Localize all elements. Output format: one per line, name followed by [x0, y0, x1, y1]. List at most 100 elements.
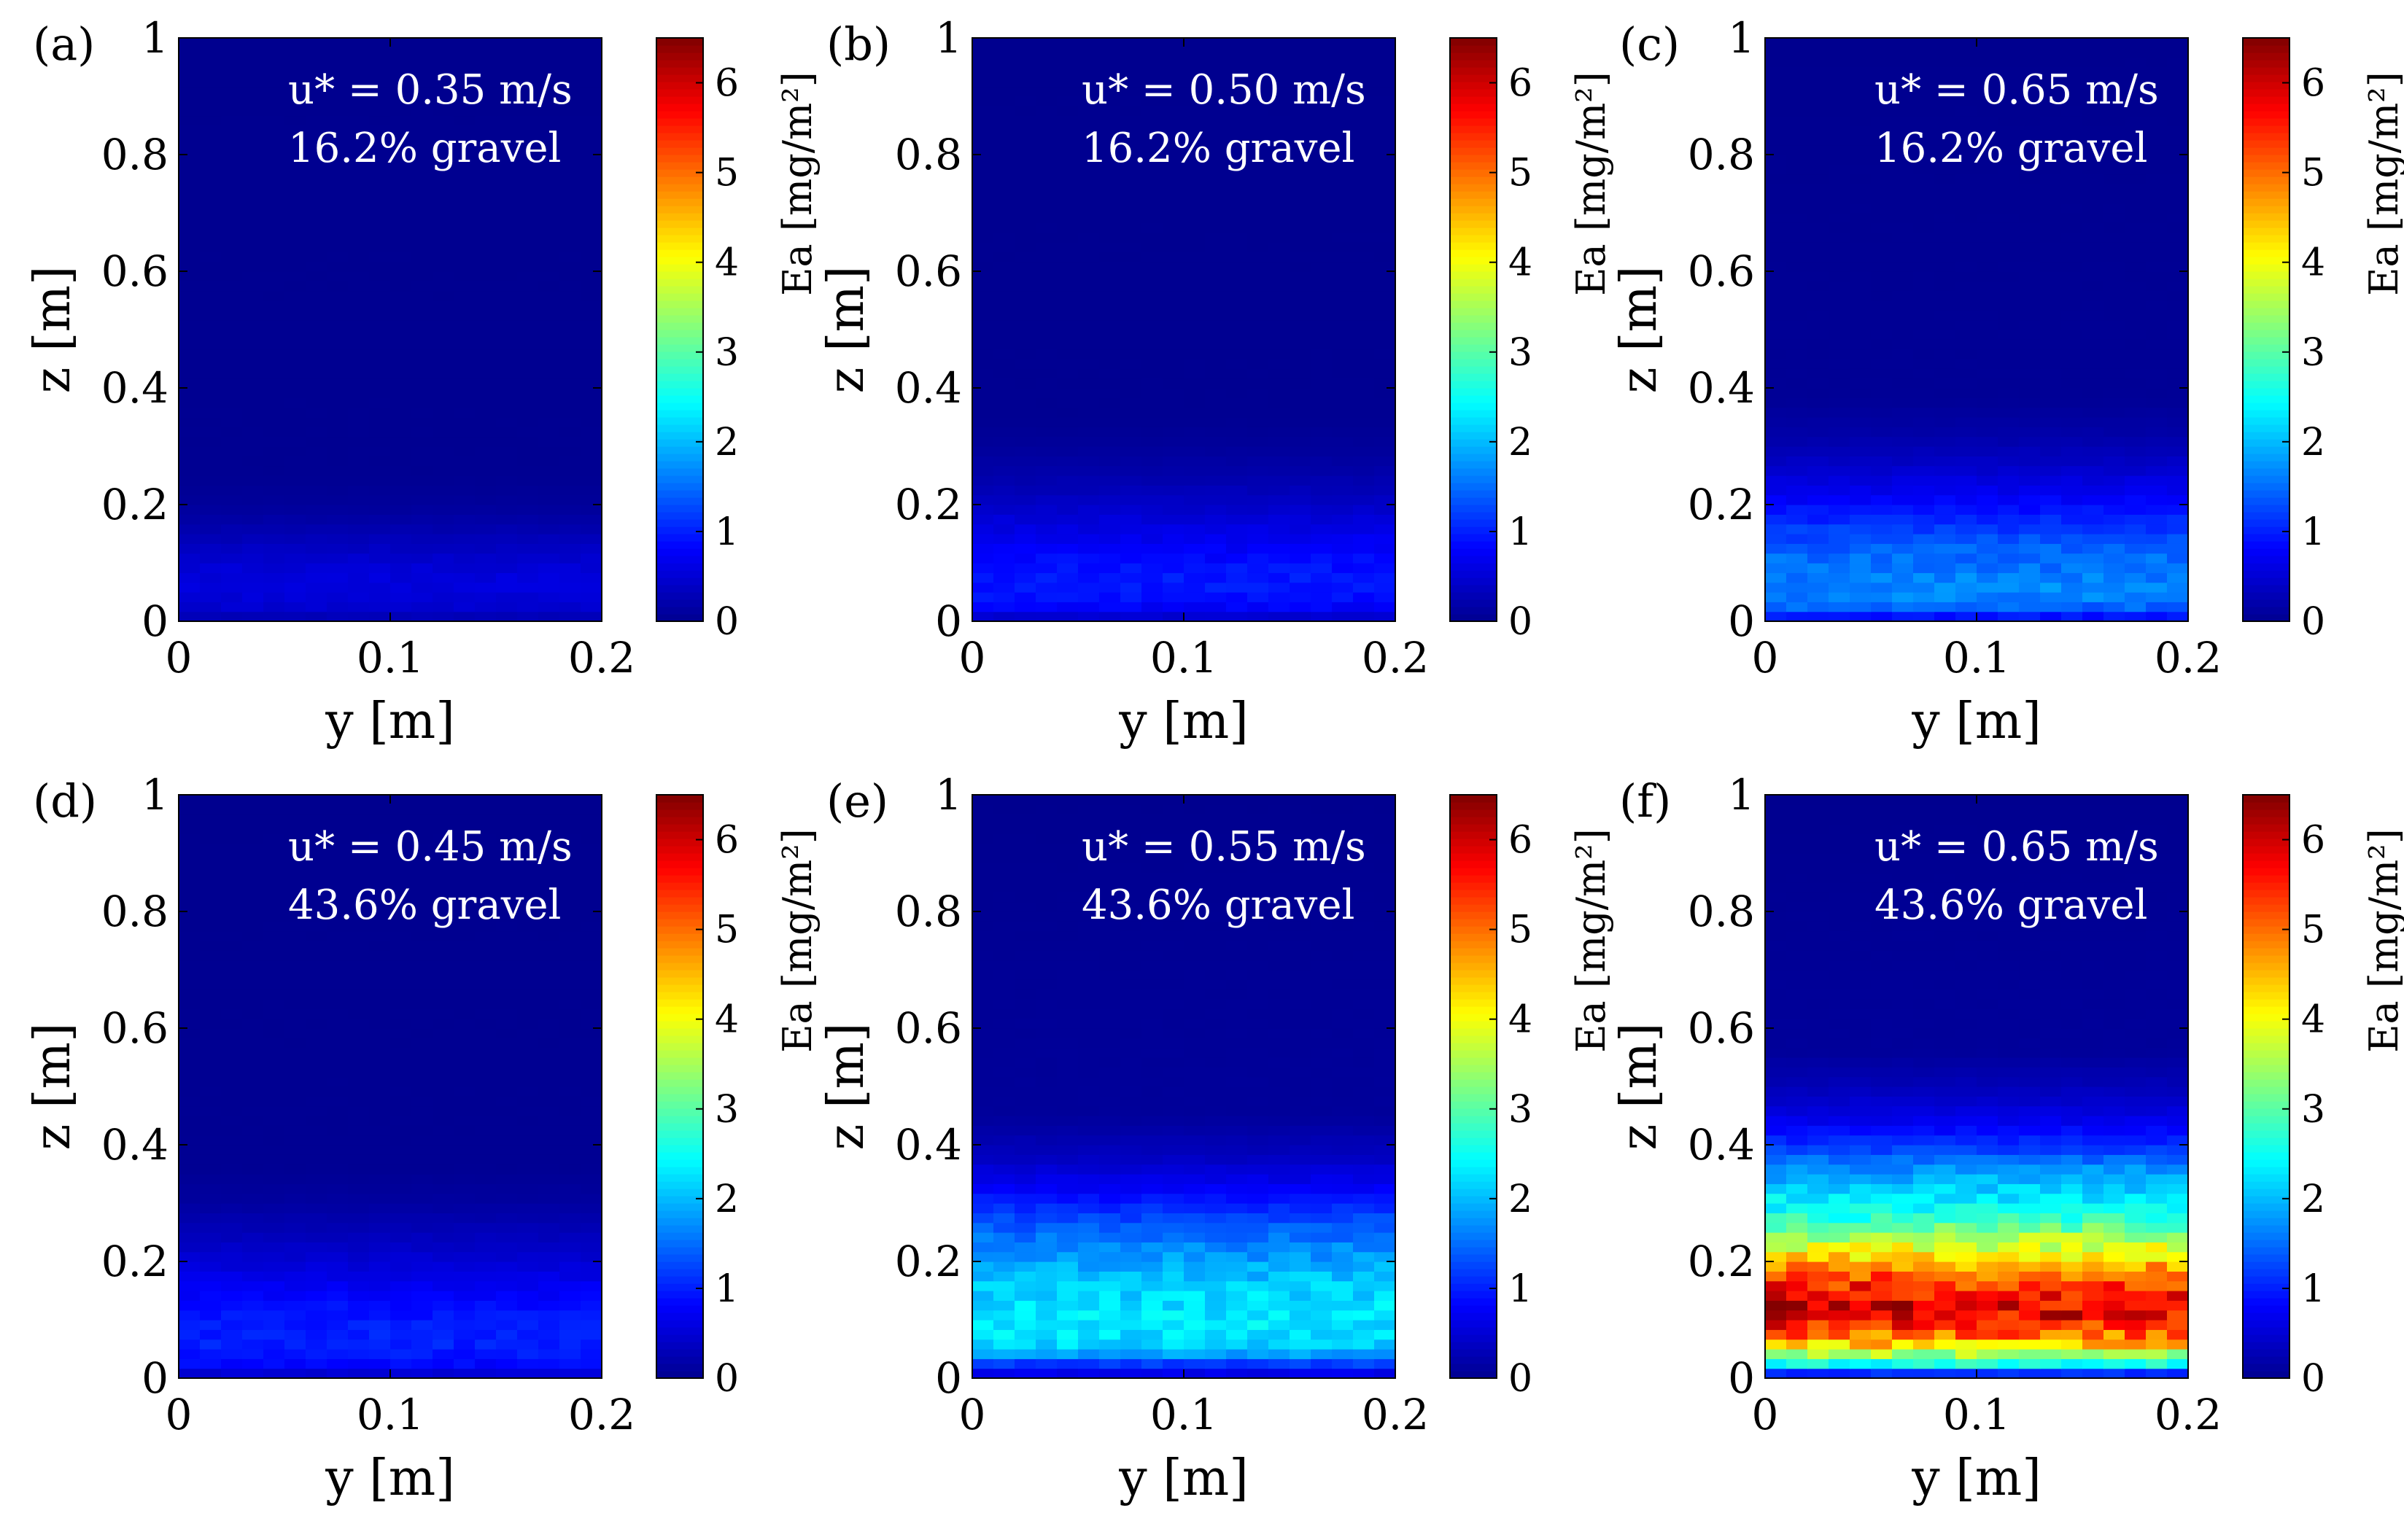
heatmap-cell	[263, 1183, 285, 1194]
heatmap-cell	[581, 941, 602, 951]
colorbar-frame	[2242, 37, 2290, 622]
heatmap-cell	[221, 979, 243, 990]
heatmap-cell	[411, 252, 433, 262]
heatmap-cell	[475, 388, 497, 398]
heatmap-cell	[2061, 232, 2083, 243]
heatmap-cell	[559, 388, 581, 398]
heatmap-cell	[433, 892, 454, 903]
heatmap-cell	[1015, 417, 1036, 427]
heatmap-cell	[1892, 611, 1914, 622]
heatmap-cell	[1120, 514, 1142, 525]
heatmap-cell	[1015, 611, 1036, 622]
heatmap-cell	[263, 397, 285, 408]
heatmap-cell	[1977, 96, 1998, 106]
heatmap-cell	[972, 514, 994, 525]
heatmap-cell	[559, 1038, 581, 1049]
heatmap-cell	[348, 417, 370, 427]
heatmap-cell	[1099, 465, 1121, 476]
heatmap-cell	[348, 388, 370, 398]
heatmap-cell	[433, 407, 454, 418]
heatmap-cell	[1078, 86, 1100, 97]
heatmap-cell	[559, 1232, 581, 1242]
heatmap-cell	[972, 290, 994, 301]
heatmap-cell	[1311, 222, 1333, 233]
heatmap-cell	[390, 514, 412, 525]
heatmap-cell	[1057, 407, 1079, 418]
heatmap-cell	[306, 77, 327, 88]
heatmap-cell	[1141, 446, 1163, 456]
heatmap-cell	[411, 1320, 433, 1330]
heatmap-cell	[993, 475, 1015, 486]
heatmap-cell	[1871, 339, 1893, 350]
colorbar-segment	[2243, 220, 2289, 228]
heatmap-cell	[972, 310, 994, 321]
panel-label: (a)	[33, 18, 95, 71]
heatmap-cell	[284, 1183, 306, 1194]
heatmap-cell	[475, 970, 497, 980]
heatmap-cell	[972, 349, 994, 359]
heatmap-cell	[538, 1203, 560, 1213]
heatmap-cell	[2125, 456, 2147, 467]
heatmap-cell	[1829, 155, 1850, 165]
heatmap-cell	[242, 378, 264, 389]
colorbar-segment	[2243, 570, 2289, 578]
heatmap-cell	[306, 456, 327, 467]
heatmap-cell	[263, 960, 285, 971]
heatmap-cell	[1078, 213, 1100, 223]
heatmap-cell	[1374, 184, 1396, 194]
heatmap-cell	[390, 57, 412, 68]
heatmap-cell	[1036, 242, 1058, 252]
heatmap-cell	[1977, 485, 1998, 496]
heatmap-cell	[1871, 203, 1893, 214]
heatmap-cell	[538, 1076, 560, 1087]
heatmap-cell	[2146, 77, 2168, 88]
heatmap-cell	[1913, 543, 1935, 554]
heatmap-cell	[200, 368, 222, 379]
heatmap-cell	[1977, 300, 1998, 311]
heatmap-cell	[1353, 446, 1375, 456]
heatmap-cell	[348, 319, 370, 330]
heatmap-cell	[1765, 300, 1787, 311]
heatmap-cell	[2040, 242, 2062, 252]
heatmap-cell	[1934, 524, 1956, 534]
heatmap-cell	[433, 524, 454, 534]
colorbar-segment	[656, 497, 703, 505]
heatmap-cell	[1099, 417, 1121, 427]
heatmap-cell	[2125, 115, 2147, 126]
heatmap-cell	[517, 1280, 539, 1291]
heatmap-cell	[1913, 388, 1935, 398]
heatmap-cell	[2082, 271, 2104, 281]
heatmap-cell	[581, 1251, 602, 1262]
heatmap-cell	[1184, 553, 1206, 564]
heatmap-cell	[2019, 310, 2041, 321]
heatmap-cell	[369, 930, 391, 941]
heatmap-cell	[1036, 135, 1058, 146]
heatmap-cell	[348, 164, 370, 175]
heatmap-cell	[517, 582, 539, 593]
heatmap-cell	[327, 465, 349, 476]
heatmap-cell	[1998, 592, 2020, 602]
y-tick-label: 0.4	[1688, 363, 1755, 413]
heatmap-cell	[348, 290, 370, 301]
heatmap-cell	[1036, 456, 1058, 467]
colorbar-segment	[2243, 402, 2289, 411]
heatmap-cell	[496, 960, 518, 971]
heatmap-cell	[1078, 47, 1100, 58]
y-tick-label: 0.8	[895, 130, 962, 179]
heatmap-cell	[993, 524, 1015, 534]
heatmap-cell	[2061, 388, 2083, 398]
heatmap-cell	[1829, 67, 1850, 77]
heatmap-cell	[1850, 494, 1872, 505]
heatmap-cell	[433, 1261, 454, 1272]
heatmap-cell	[993, 115, 1015, 126]
heatmap-cell	[1290, 261, 1311, 272]
heatmap-cell	[1829, 485, 1850, 496]
heatmap-cell	[538, 892, 560, 903]
heatmap-cell	[1871, 592, 1893, 602]
heatmap-cell	[433, 1271, 454, 1282]
heatmap-cell	[1353, 378, 1375, 389]
heatmap-cell	[2019, 155, 2041, 165]
heatmap-cell	[2167, 330, 2189, 340]
heatmap-cell	[2082, 388, 2104, 398]
heatmap-cell	[538, 155, 560, 165]
